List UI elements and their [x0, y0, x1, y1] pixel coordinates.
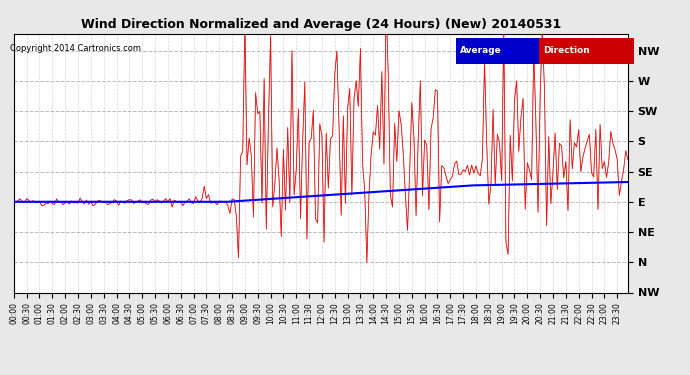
FancyBboxPatch shape [456, 38, 539, 63]
Title: Wind Direction Normalized and Average (24 Hours) (New) 20140531: Wind Direction Normalized and Average (2… [81, 18, 561, 31]
Text: Average: Average [460, 46, 502, 55]
Text: Copyright 2014 Cartronics.com: Copyright 2014 Cartronics.com [10, 44, 141, 52]
Text: Direction: Direction [543, 46, 590, 55]
FancyBboxPatch shape [539, 38, 634, 63]
